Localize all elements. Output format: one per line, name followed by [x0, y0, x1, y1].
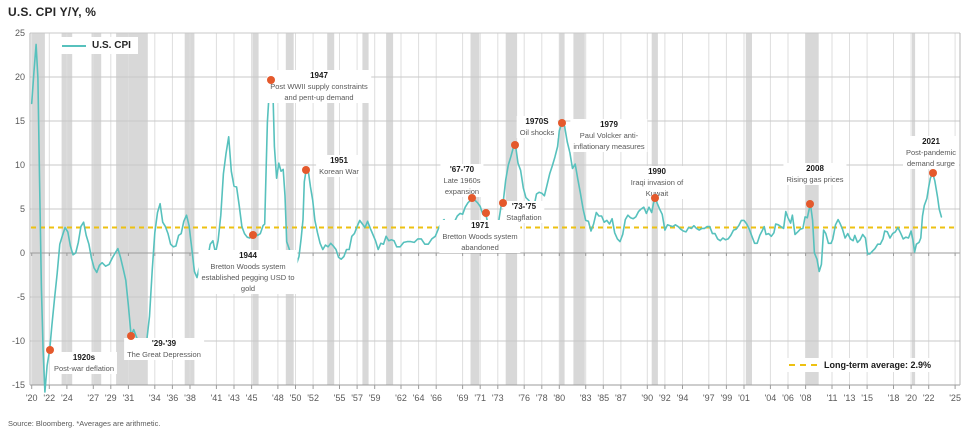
- x-tick-label: '85: [597, 393, 609, 403]
- x-tick-label: '38: [184, 393, 196, 403]
- cpi-line-swatch: [62, 44, 86, 47]
- x-tick-label: '57: [351, 393, 363, 403]
- x-tick-label: '24: [61, 393, 73, 403]
- x-tick-label: '48: [272, 393, 284, 403]
- x-tick-label: '97: [703, 393, 715, 403]
- x-tick-label: '25: [949, 393, 961, 403]
- x-tick-label: '01: [738, 393, 750, 403]
- x-tick-label: '71: [474, 393, 486, 403]
- x-tick-label: '66: [430, 393, 442, 403]
- x-tick-label: '20: [905, 393, 917, 403]
- x-tick-label: '62: [395, 393, 407, 403]
- x-tick-label: '15: [861, 393, 873, 403]
- x-tick-label: '22: [43, 393, 55, 403]
- average-dash-swatch: [789, 364, 817, 366]
- x-tick-label: '13: [844, 393, 856, 403]
- y-tick-label: -15: [12, 380, 25, 390]
- x-tick-label: '52: [307, 393, 319, 403]
- x-tick-label: '87: [615, 393, 627, 403]
- x-tick-label: '34: [149, 393, 161, 403]
- x-axis-labels: '20 '22 '24 '27 '29 '31 '34 '36 '38 '41 '43 '45 '48 '…: [26, 393, 961, 403]
- legend-long-term-average: Long-term average: 2.9%: [784, 358, 937, 372]
- legend-us-cpi: U.S. CPI: [55, 37, 138, 54]
- x-tick-label: '64: [413, 393, 425, 403]
- average-legend-label: Long-term average: 2.9%: [824, 360, 932, 370]
- x-tick-label: '73: [492, 393, 504, 403]
- x-tick-label: '20: [26, 393, 38, 403]
- x-tick-label: '59: [369, 393, 381, 403]
- x-tick-label: '92: [659, 393, 671, 403]
- x-tick-label: '11: [826, 393, 837, 403]
- x-tick-label: '43: [228, 393, 240, 403]
- x-tick-label: '55: [334, 393, 346, 403]
- x-tick-label: '36: [167, 393, 179, 403]
- x-tick-label: '29: [105, 393, 117, 403]
- y-tick-label: 10: [15, 160, 25, 170]
- x-tick-label: '06: [782, 393, 794, 403]
- y-axis-labels: 25 20 15 10 5 0 -5 -10 -15: [12, 28, 25, 390]
- x-tick-label: '04: [765, 393, 777, 403]
- x-tick-label: '18: [888, 393, 900, 403]
- x-tick-label: '08: [800, 393, 812, 403]
- x-tick-label: '78: [536, 393, 548, 403]
- axis-ticks: [31, 253, 956, 389]
- x-tick-label: '90: [641, 393, 653, 403]
- x-tick-label: '45: [246, 393, 258, 403]
- x-tick-label: '31: [123, 393, 135, 403]
- source-note: Source: Bloomberg. *Averages are arithme…: [8, 419, 161, 428]
- x-tick-label: '99: [721, 393, 733, 403]
- x-tick-label: '94: [677, 393, 689, 403]
- x-tick-label: '69: [457, 393, 469, 403]
- y-tick-label: 15: [15, 116, 25, 126]
- x-tick-label: '27: [87, 393, 99, 403]
- cpi-line: [30, 43, 943, 393]
- x-tick-label: '80: [553, 393, 565, 403]
- y-tick-label: 20: [15, 72, 25, 82]
- x-tick-label: '41: [211, 393, 223, 403]
- y-tick-label: -5: [17, 292, 25, 302]
- cpi-legend-label: U.S. CPI: [92, 40, 131, 51]
- x-tick-label: '83: [580, 393, 592, 403]
- x-tick-label: '76: [518, 393, 530, 403]
- y-tick-label: 25: [15, 28, 25, 38]
- y-tick-label: 0: [20, 248, 25, 258]
- x-tick-label: '50: [290, 393, 302, 403]
- page-title: U.S. CPI Y/Y, %: [8, 5, 97, 19]
- y-tick-label: -10: [12, 336, 25, 346]
- y-tick-label: 5: [20, 204, 25, 214]
- x-tick-label: '22: [923, 393, 935, 403]
- gridlines: [29, 32, 961, 386]
